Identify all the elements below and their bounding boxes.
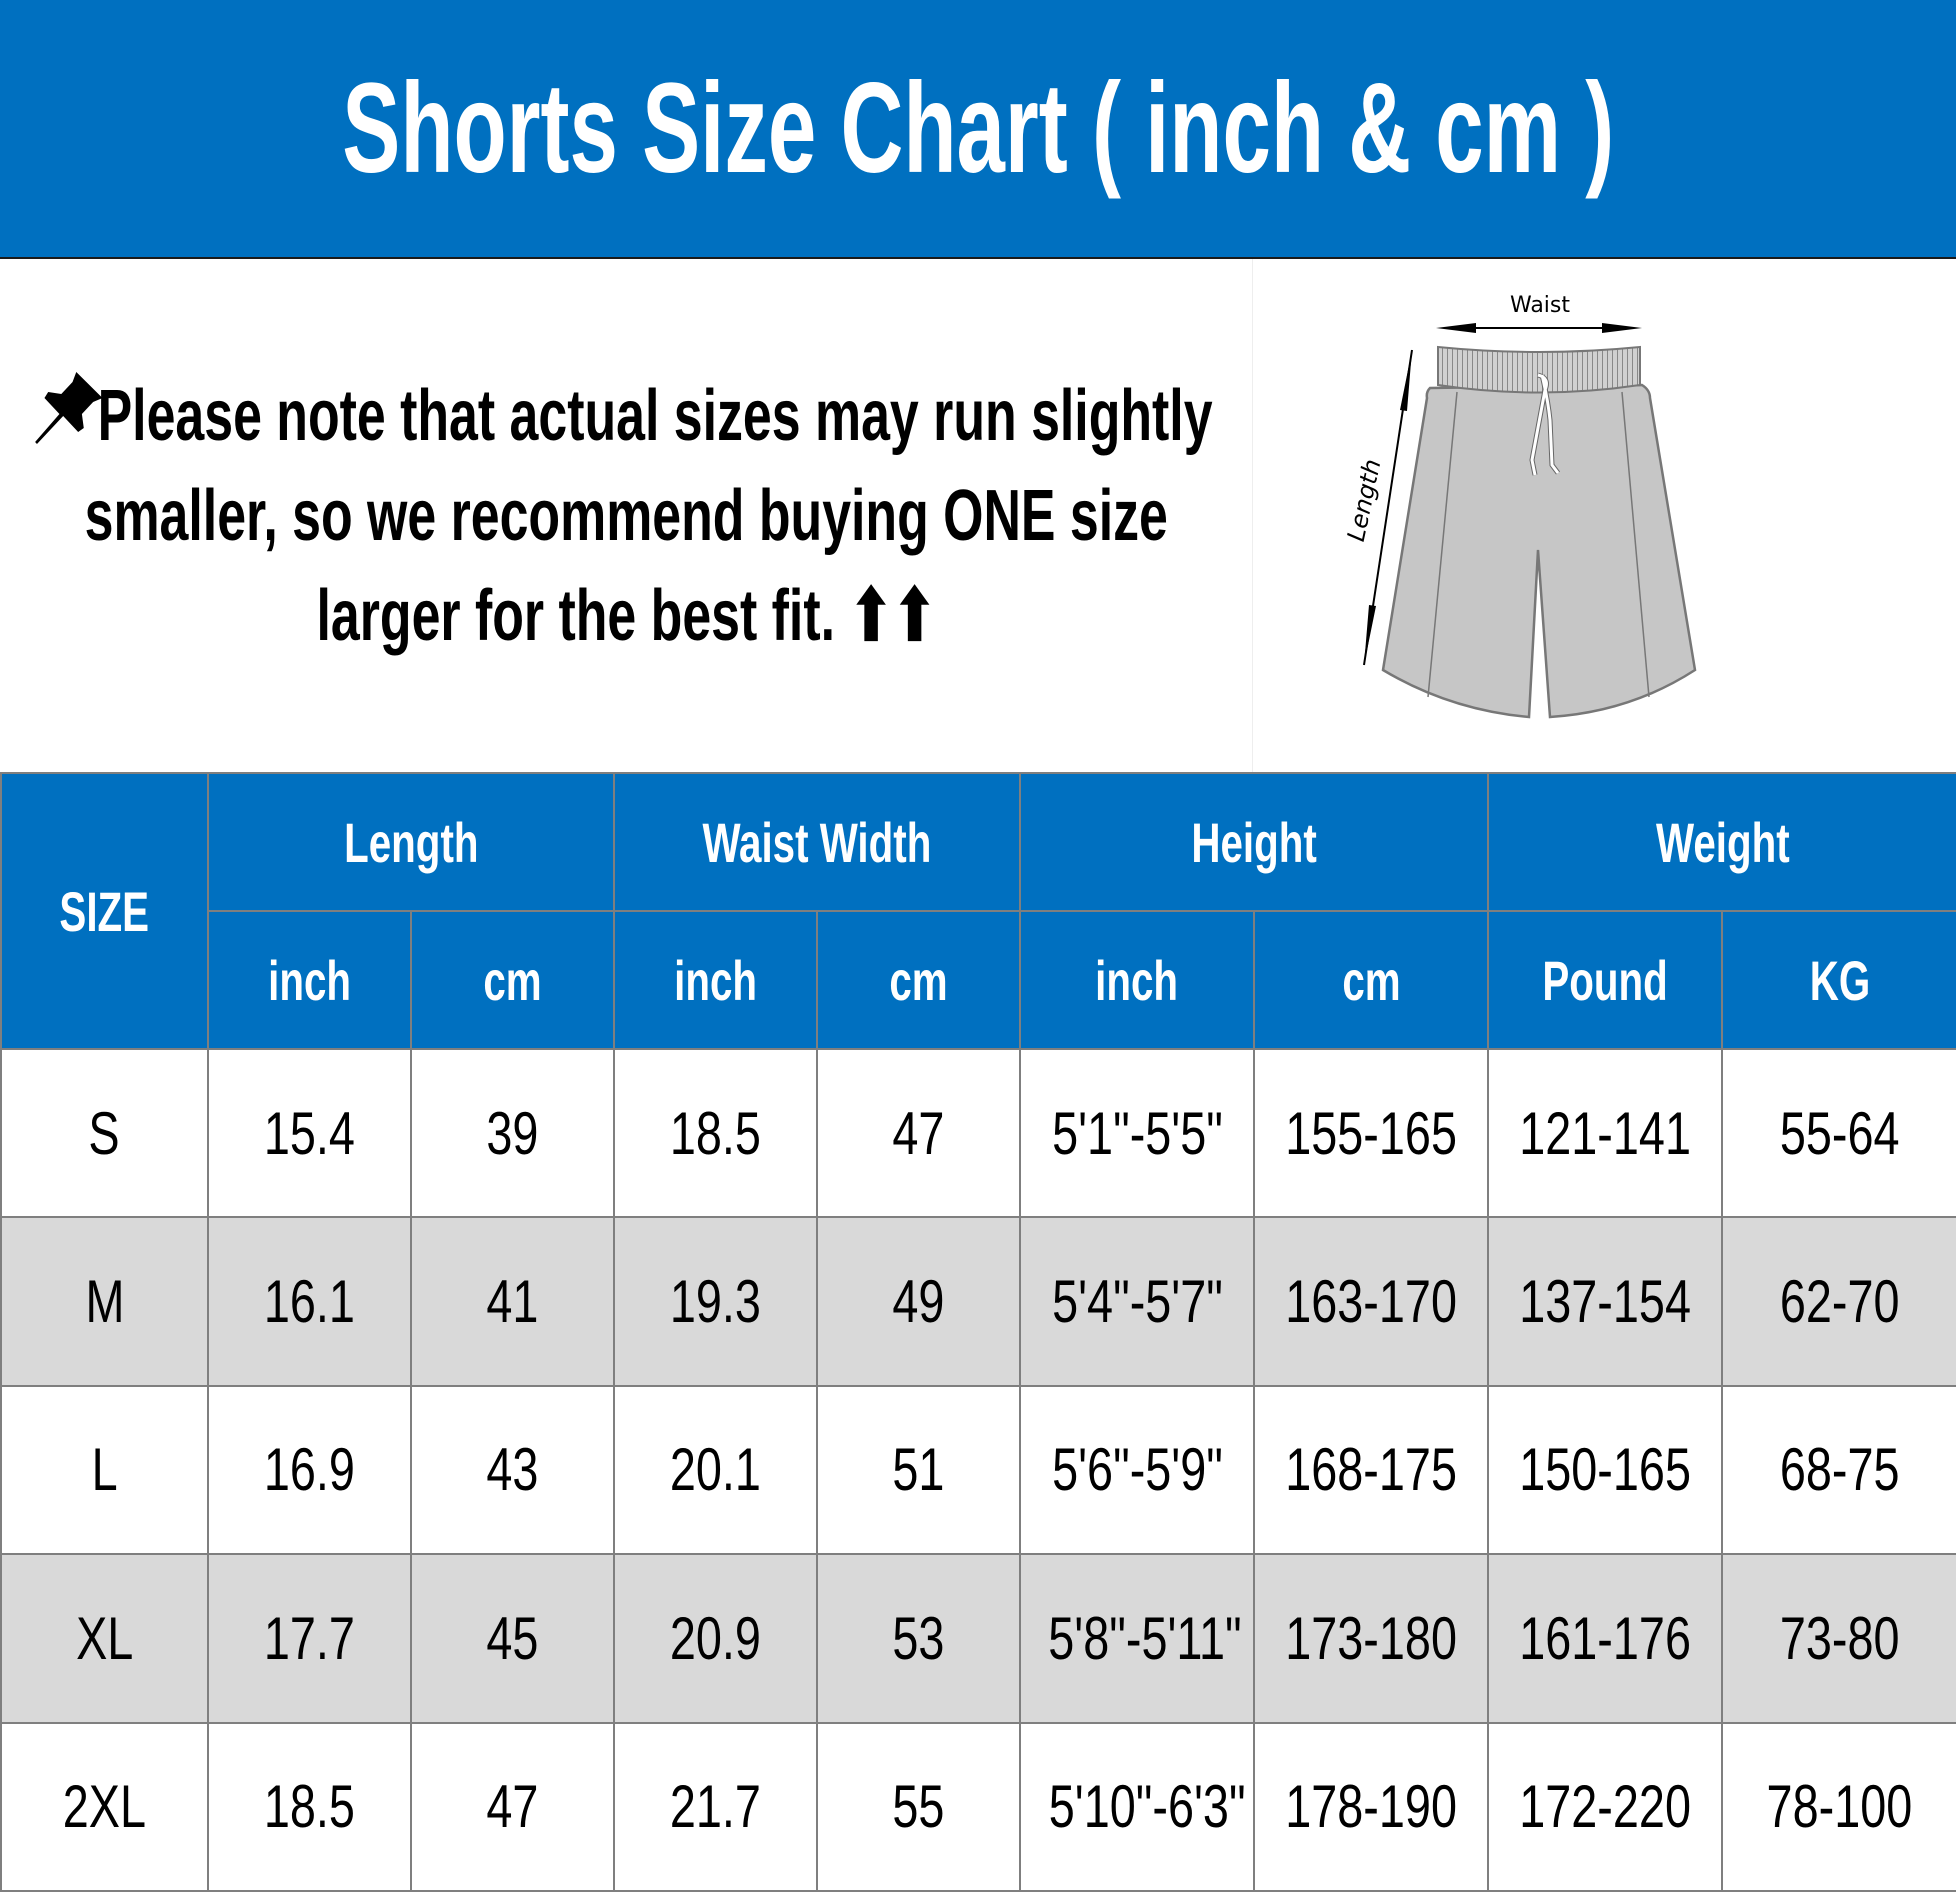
table-cell: 150-165 <box>1487 1384 1724 1556</box>
table-cell: 137-154 <box>1487 1216 1724 1387</box>
table-cell: 19.3 <box>613 1216 818 1387</box>
unit-header: cm <box>410 910 615 1050</box>
unit-header: inch <box>1019 910 1256 1050</box>
shorts-body <box>1381 383 1697 719</box>
size-cell: S <box>0 1047 209 1219</box>
note-line-3: larger for the best fit. ⬆⬆ <box>316 575 936 656</box>
table-cell: 18.5 <box>613 1047 818 1219</box>
size-table: SIZE Length Waist Width Height Weight in… <box>0 772 1956 1892</box>
note-line-1: Please note that actual sizes may run sl… <box>97 375 1213 456</box>
table-cell: 78-100 <box>1721 1721 1956 1892</box>
table-cell: 55 <box>815 1721 1022 1892</box>
pushpin-icon <box>34 371 103 444</box>
table-cell: 121-141 <box>1487 1047 1724 1219</box>
table-cell: 62-70 <box>1721 1216 1956 1387</box>
table-cell: 173-180 <box>1253 1553 1490 1724</box>
table-cell: 73-80 <box>1721 1553 1956 1724</box>
length-label: Length <box>1342 457 1387 544</box>
table-cell: 43 <box>410 1384 615 1556</box>
table-cell: 39 <box>410 1047 615 1219</box>
table-cell: 178-190 <box>1253 1721 1490 1892</box>
table-cell: 172-220 <box>1487 1721 1724 1892</box>
unit-header: inch <box>207 910 412 1050</box>
title-banner: Shorts Size Chart ( inch & cm ) <box>0 0 1956 259</box>
group-header-weight: Weight <box>1487 772 1956 912</box>
table-row: L 16.9 43 20.1 51 5'6"-5'9" 168-175 150-165 68-7… <box>0 1384 1956 1556</box>
table-row: M 16.1 41 19.3 49 5'4"-5'7" 163-170 137-154 62-7… <box>0 1216 1956 1387</box>
table-cell: 5'10"-6'3" <box>1019 1721 1256 1892</box>
table-row: 2XL 18.5 47 21.7 55 5'10"-6'3" 178-190 172-220 7… <box>0 1721 1956 1892</box>
waistband <box>1437 345 1641 394</box>
table-cell: 68-75 <box>1721 1384 1956 1556</box>
group-header-waist-width: Waist Width <box>612 772 1022 912</box>
table-cell: 47 <box>410 1721 615 1892</box>
note-line-2: smaller, so we recommend buying ONE size <box>84 475 1168 556</box>
table-cell: 17.7 <box>207 1553 412 1724</box>
waist-label: Waist <box>1510 293 1570 318</box>
unit-header: KG <box>1721 910 1956 1050</box>
table-cell: 16.1 <box>207 1216 412 1387</box>
page-title: Shorts Size Chart ( inch & cm ) <box>342 57 1614 200</box>
table-cell: 21.7 <box>613 1721 818 1892</box>
table-cell: 53 <box>815 1553 1022 1724</box>
table-cell: 41 <box>410 1216 615 1387</box>
table-cell: 5'8"-5'11" <box>1019 1553 1256 1724</box>
table-cell: 45 <box>410 1553 615 1724</box>
size-cell: XL <box>0 1553 209 1724</box>
table-row: S 15.4 39 18.5 47 5'1"-5'5" 155-165 121-141 55-6… <box>0 1047 1956 1219</box>
group-header-length: Length <box>207 772 615 912</box>
table-cell: 163-170 <box>1253 1216 1490 1387</box>
table-cell: 47 <box>815 1047 1022 1219</box>
unit-header: inch <box>613 910 818 1050</box>
table-cell: 16.9 <box>207 1384 412 1556</box>
group-header-height: Height <box>1019 772 1490 912</box>
table-row: XL 17.7 45 20.9 53 5'8"-5'11" 173-180 161-176 73… <box>0 1553 1956 1724</box>
table-cell: 155-165 <box>1253 1047 1490 1219</box>
shorts-diagram: Waist Length <box>1342 293 1697 719</box>
table-cell: 5'4"-5'7" <box>1019 1216 1256 1387</box>
table-cell: 5'6"-5'9" <box>1019 1384 1256 1556</box>
table-cell: 161-176 <box>1487 1553 1724 1724</box>
table-cell: 55-64 <box>1721 1047 1956 1219</box>
size-cell: L <box>0 1384 209 1556</box>
unit-header: cm <box>815 910 1022 1050</box>
size-cell: 2XL <box>0 1721 209 1892</box>
unit-header: Pound <box>1487 910 1724 1050</box>
size-header: SIZE <box>0 772 209 1050</box>
table-cell: 20.9 <box>613 1553 818 1724</box>
table-cell: 51 <box>815 1384 1022 1556</box>
size-cell: M <box>0 1216 209 1387</box>
fit-note: Please note that actual sizes may run sl… <box>0 259 1253 772</box>
table-cell: 15.4 <box>207 1047 412 1219</box>
table-cell: 18.5 <box>207 1721 412 1892</box>
table-cell: 5'1"-5'5" <box>1019 1047 1256 1219</box>
table-cell: 49 <box>815 1216 1022 1387</box>
table-cell: 20.1 <box>613 1384 818 1556</box>
table-cell: 168-175 <box>1253 1384 1490 1556</box>
unit-header: cm <box>1253 910 1490 1050</box>
